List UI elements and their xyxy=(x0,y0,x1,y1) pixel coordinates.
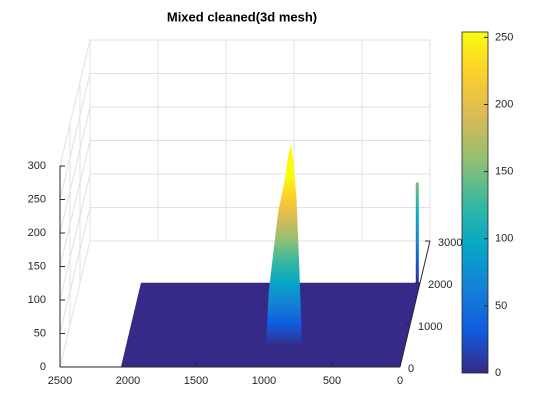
x-tick-label: 2000 xyxy=(116,375,140,387)
grid-line xyxy=(59,73,430,200)
z-tick-label: 50 xyxy=(34,327,46,339)
chart-title: Mixed cleaned(3d mesh) xyxy=(167,9,317,24)
ridge-segment xyxy=(287,144,292,347)
colorbar-tick-label: 0 xyxy=(495,367,501,379)
ridge-segment xyxy=(268,245,275,347)
y-tick-label: 1000 xyxy=(418,321,442,333)
grid-line xyxy=(59,173,430,301)
x-tick-label: 1500 xyxy=(184,375,208,387)
ridge-segment xyxy=(293,165,297,347)
ridge-segment xyxy=(282,178,286,347)
x-tick-label: 0 xyxy=(397,375,403,387)
colorbar-tick-label: 250 xyxy=(495,31,513,43)
ridge-segment xyxy=(285,158,289,347)
z-tick-label: 200 xyxy=(28,227,46,239)
colorbar-tick-label: 50 xyxy=(495,300,507,312)
x-tick-label: 1000 xyxy=(252,375,276,387)
z-tick-label: 100 xyxy=(28,294,46,306)
z-tick-label: 150 xyxy=(28,260,46,272)
y-tick-label: 2000 xyxy=(428,279,452,291)
colorbar xyxy=(461,31,489,374)
grid-line xyxy=(59,140,430,267)
ridge-segment xyxy=(298,265,302,347)
grid-line xyxy=(59,106,430,234)
y-tick-label: 3000 xyxy=(438,237,462,249)
y-axis xyxy=(399,240,431,368)
x-tick-label: 2500 xyxy=(48,375,72,387)
z-tick-label: 250 xyxy=(28,193,46,205)
y-tick-label: 0 xyxy=(408,363,414,375)
grid-line xyxy=(59,39,430,167)
ridge-segment xyxy=(278,191,283,347)
colorbar-tick-label: 200 xyxy=(495,98,513,110)
z-tick-label: 300 xyxy=(28,160,46,172)
spike xyxy=(415,182,419,283)
colorbar-tick-label: 100 xyxy=(495,233,513,245)
colorbar-tick-label: 150 xyxy=(495,166,513,178)
ridge-segment xyxy=(274,211,279,347)
z-tick-label: 0 xyxy=(40,361,46,373)
x-tick-label: 500 xyxy=(323,375,341,387)
ridge-segment xyxy=(295,198,300,347)
ridge-segment xyxy=(290,144,294,347)
